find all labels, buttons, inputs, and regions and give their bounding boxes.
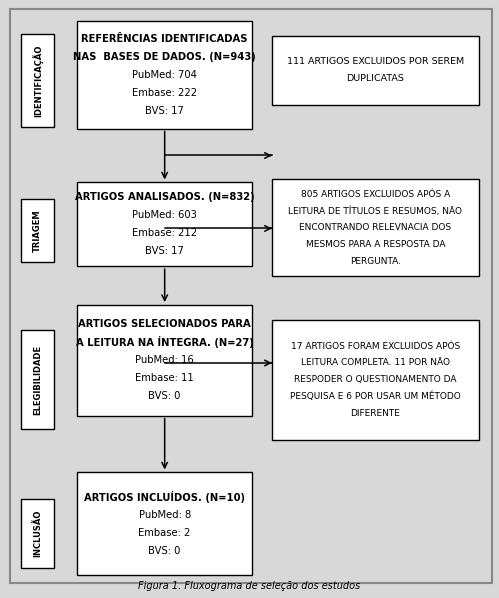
- Bar: [272, 36, 479, 105]
- Text: PubMed: 704: PubMed: 704: [132, 70, 197, 80]
- Text: PESQUISA E 6 POR USAR UM MÉTODO: PESQUISA E 6 POR USAR UM MÉTODO: [290, 392, 461, 401]
- Bar: [77, 182, 252, 266]
- Text: ARTIGOS INCLUÍDOS. (N=10): ARTIGOS INCLUÍDOS. (N=10): [84, 491, 245, 503]
- Text: ARTIGOS SELECIONADOS PARA: ARTIGOS SELECIONADOS PARA: [78, 319, 251, 329]
- Text: Embase: 2: Embase: 2: [139, 528, 191, 538]
- Text: Embase: 222: Embase: 222: [132, 88, 197, 97]
- Text: 805 ARTIGOS EXCLUIDOS APÓS A: 805 ARTIGOS EXCLUIDOS APÓS A: [301, 190, 450, 199]
- Text: 111 ARTIGOS EXCLUIDOS POR SEREM: 111 ARTIGOS EXCLUIDOS POR SEREM: [287, 57, 464, 66]
- Text: Embase: 212: Embase: 212: [132, 228, 197, 238]
- Text: PubMed: 8: PubMed: 8: [139, 510, 191, 520]
- Text: BVS: 0: BVS: 0: [149, 391, 181, 401]
- Bar: [21, 499, 53, 568]
- Text: DIFERENTE: DIFERENTE: [351, 408, 400, 418]
- Bar: [77, 21, 252, 129]
- Text: 17 ARTIGOS FORAM EXCLUIDOS APÓS: 17 ARTIGOS FORAM EXCLUIDOS APÓS: [291, 341, 460, 351]
- Text: PERGUNTA.: PERGUNTA.: [350, 257, 401, 266]
- Text: Figura 1. Fluxograma de seleção dos estudos: Figura 1. Fluxograma de seleção dos estu…: [138, 581, 361, 591]
- Text: RESPODER O QUESTIONAMENTO DA: RESPODER O QUESTIONAMENTO DA: [294, 375, 457, 385]
- Text: INCLUSÃO: INCLUSÃO: [33, 509, 42, 557]
- Text: BVS: 17: BVS: 17: [145, 246, 184, 256]
- Text: MESMOS PARA A RESPOSTA DA: MESMOS PARA A RESPOSTA DA: [306, 240, 445, 249]
- Bar: [77, 305, 252, 416]
- Bar: [21, 199, 53, 262]
- Bar: [272, 179, 479, 276]
- Text: ELEGIBILIDADE: ELEGIBILIDADE: [33, 344, 42, 415]
- Bar: [77, 472, 252, 575]
- Text: IDENTIFICAÇÃO: IDENTIFICAÇÃO: [32, 44, 43, 117]
- Bar: [21, 330, 53, 429]
- Text: ENCONTRANDO RELEVNACIA DOS: ENCONTRANDO RELEVNACIA DOS: [299, 223, 452, 233]
- Text: DUPLICATAS: DUPLICATAS: [347, 74, 404, 83]
- Text: ARTIGOS ANALISADOS. (N=832): ARTIGOS ANALISADOS. (N=832): [75, 193, 254, 202]
- Text: PubMed: 603: PubMed: 603: [132, 210, 197, 220]
- Text: A LEITURA NA ÍNTEGRA. (N=27): A LEITURA NA ÍNTEGRA. (N=27): [76, 336, 253, 349]
- Text: BVS: 0: BVS: 0: [149, 546, 181, 556]
- Text: PubMed: 16: PubMed: 16: [135, 355, 194, 365]
- Text: Embase: 11: Embase: 11: [135, 373, 194, 383]
- Text: NAS  BASES DE DADOS. (N=943): NAS BASES DE DADOS. (N=943): [73, 52, 256, 62]
- Text: BVS: 17: BVS: 17: [145, 106, 184, 115]
- Bar: [272, 320, 479, 440]
- Text: LEITURA COMPLETA. 11 POR NÃO: LEITURA COMPLETA. 11 POR NÃO: [301, 358, 450, 368]
- Text: TRIAGEM: TRIAGEM: [33, 209, 42, 252]
- Text: LEITURA DE TÍTULOS E RESUMOS, NÃO: LEITURA DE TÍTULOS E RESUMOS, NÃO: [288, 206, 463, 216]
- Bar: [21, 34, 53, 127]
- Text: REFERÊNCIAS IDENTIFICADAS: REFERÊNCIAS IDENTIFICADAS: [81, 34, 248, 44]
